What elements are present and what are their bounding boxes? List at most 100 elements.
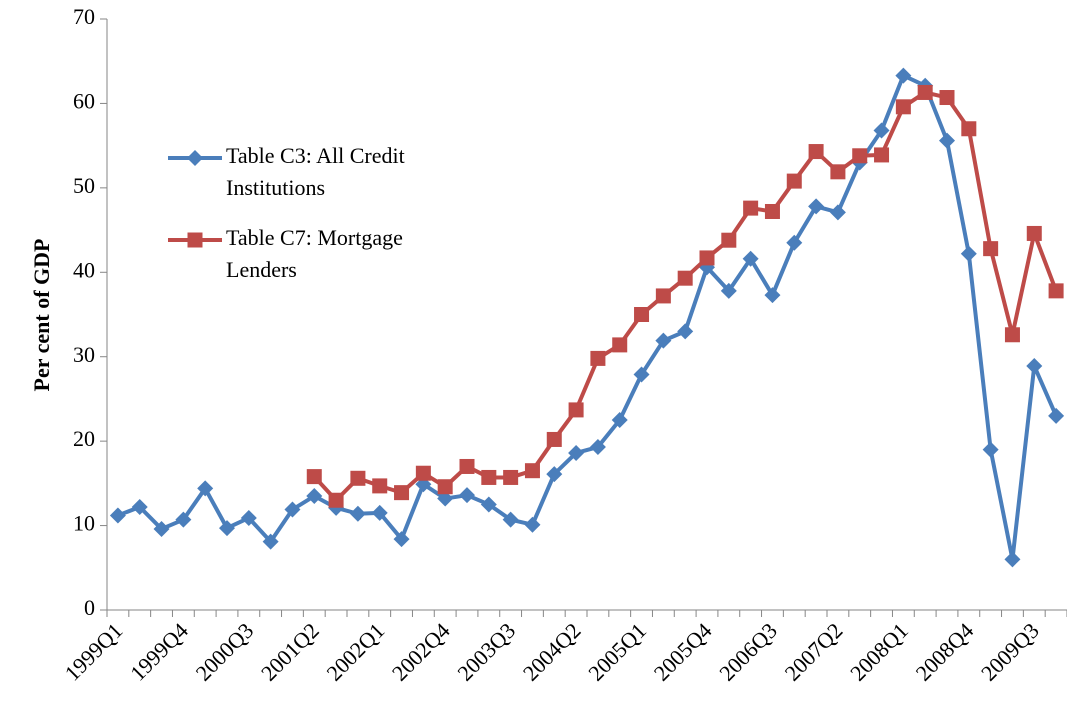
data-point [720,282,737,299]
data-point [546,466,563,483]
data-point [873,122,890,139]
x-tick-label: 1999Q1 [60,618,128,686]
data-point [306,488,323,505]
data-point [852,148,868,164]
data-point [982,441,999,458]
data-point [808,198,825,215]
data-point [743,200,759,216]
y-axis-label: Per cent of GDP [29,239,54,392]
data-point [393,531,410,548]
data-point [459,487,475,504]
x-tick-label: 2009Q3 [976,618,1044,686]
x-tick-label: 2000Q3 [191,618,259,686]
y-tick-label: 10 [73,511,95,536]
data-point [240,509,257,526]
data-point [808,144,824,160]
series-line [117,73,1058,562]
data-point [764,203,780,219]
legend-marker [187,150,203,166]
data-point [1026,358,1043,375]
data-point [764,287,781,304]
data-point [284,501,301,518]
data-point [786,234,803,251]
data-point [830,164,846,180]
legend-label-line: Institutions [226,175,325,200]
x-tick-label: 2002Q4 [387,618,455,686]
data-point [153,520,170,537]
x-tick-label: 2005Q1 [583,618,651,686]
legend-label-line: Table C3: All Credit [226,143,405,168]
data-point [960,245,977,262]
data-point [1048,283,1064,299]
data-point [415,465,431,481]
y-tick-label: 60 [73,88,95,113]
data-point [524,463,540,479]
data-point [1004,327,1020,343]
data-point [699,250,715,266]
data-point [721,232,737,248]
x-tick-label: 1999Q4 [125,618,193,686]
data-point [131,498,148,515]
data-point [874,147,890,163]
data-point [677,323,694,340]
data-point [524,516,541,533]
legend-label: Table C7: Mortgage Lenders [226,225,403,282]
data-point [568,444,585,461]
y-tick-label: 0 [84,595,95,620]
data-point [1026,225,1042,241]
x-tick-label: 2002Q1 [321,618,389,686]
data-point [568,402,584,418]
data-point [939,90,955,106]
data-point [1048,407,1065,424]
data-point [437,479,453,495]
data-point [109,507,126,524]
data-point [503,469,519,485]
data-point [197,480,214,497]
x-tick-label: 2005Q4 [649,618,717,686]
data-point [895,67,912,84]
data-point [655,332,672,349]
legend-marker [187,232,203,248]
data-point [961,121,977,137]
data-point [939,132,955,149]
data-point [612,337,628,353]
y-tick-label: 70 [73,4,95,29]
data-point [1004,551,1021,568]
y-tick-label: 20 [73,426,95,451]
data-point [895,99,911,115]
y-tick-label: 40 [73,257,95,282]
data-point [917,84,933,100]
y-tick-label: 30 [73,342,95,367]
data-point [349,505,366,522]
data-point [262,533,279,550]
data-point [481,469,497,485]
data-point [634,307,650,322]
x-tick-label: 2001Q2 [256,618,324,686]
data-point [350,470,366,486]
data-point [480,496,497,513]
data-point [175,511,192,528]
data-point [589,439,606,456]
data-point [394,485,410,501]
data-point [306,469,322,485]
data-point [219,520,235,537]
series-line [312,90,1058,503]
data-point [437,490,454,507]
legend-label: Table C3: All Credit Institutions [226,143,405,200]
data-point [983,241,999,257]
x-tick-label: 2004Q2 [518,618,586,686]
data-point [829,204,846,221]
x-tick-label: 2008Q4 [911,618,979,686]
data-point [546,431,562,447]
x-tick-label: 2008Q1 [845,618,913,686]
data-point [633,366,650,383]
data-point [677,270,693,286]
data-point [371,504,388,521]
x-tick-label: 2006Q3 [714,618,782,686]
x-tick-label: 2003Q3 [452,618,520,686]
legend-label-line: Lenders [226,257,297,282]
data-point [372,478,388,494]
data-point [328,492,344,508]
data-point [611,412,628,429]
